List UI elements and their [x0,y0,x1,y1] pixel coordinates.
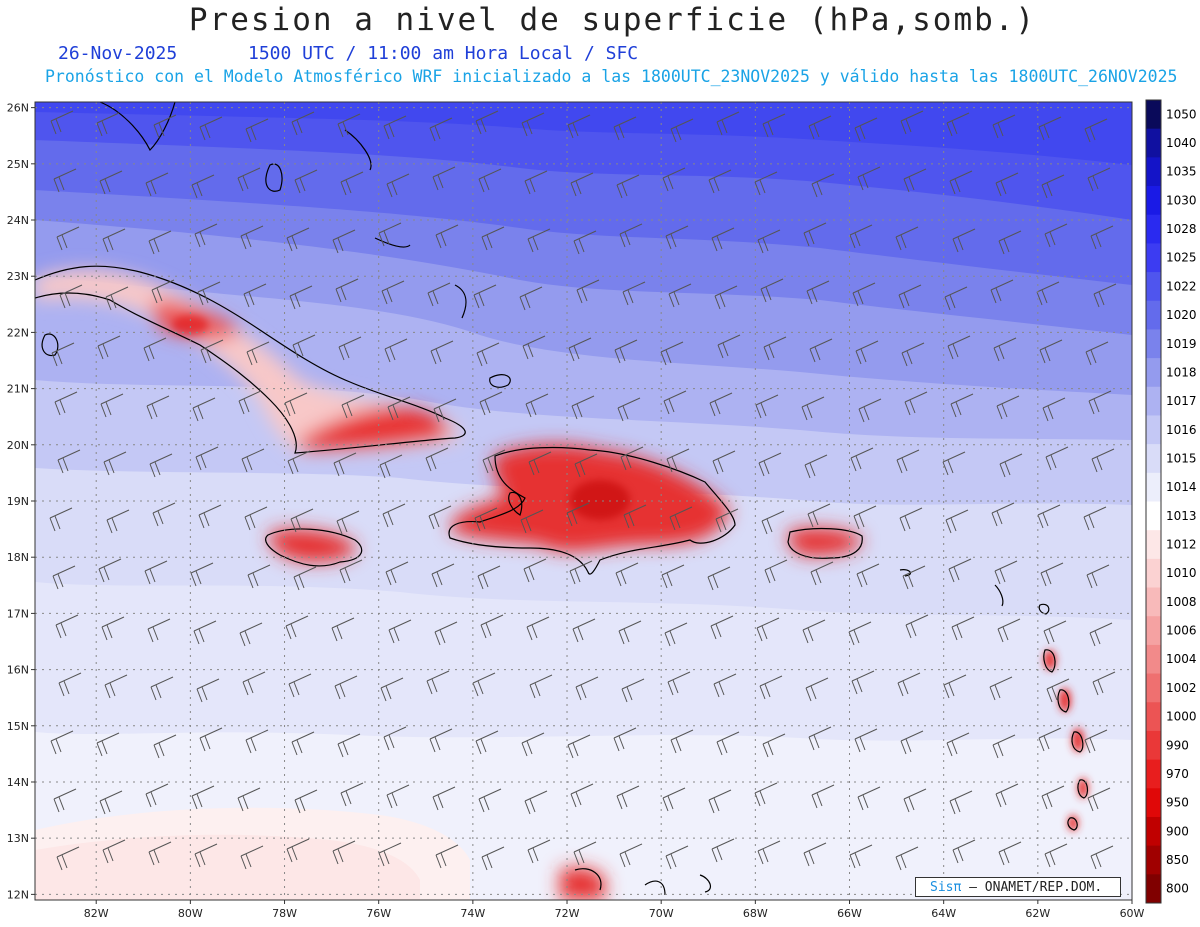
sispi-logo: Sisπ [930,880,962,895]
coastlines [35,102,1089,896]
colorbar-label: 1040 [1166,136,1197,150]
colorbar-swatch [1146,358,1161,388]
colorbar-swatch [1146,788,1161,818]
colorbar-label: 1004 [1166,652,1197,666]
colorbar-label: 1013 [1166,509,1197,523]
forecast-time: 1500 UTC / 11:00 am Hora Local / SFC [248,43,639,64]
colorbar-swatch [1146,845,1161,875]
colorbar-swatch [1146,386,1161,416]
colorbar-swatch [1146,730,1161,761]
colorbar-label: 950 [1166,796,1189,810]
lon-label: 70W [649,907,674,920]
lon-label: 74W [460,907,485,920]
colorbar-swatch [1146,530,1161,560]
lat-label: 19N [7,495,29,508]
lon-label: 80W [178,907,203,920]
lat-label: 14N [7,776,29,789]
lon-label: 78W [272,907,297,920]
colorbar-label: 1030 [1166,193,1197,207]
lat-label: 22N [7,326,29,339]
colorbar-label: 1002 [1166,681,1197,695]
colorbar-label: 800 [1166,882,1189,896]
colorbar-swatch [1146,243,1161,273]
colorbar-swatch [1146,415,1161,445]
colorbar-swatch [1146,616,1161,646]
lon-label: 60W [1120,907,1145,920]
lon-label: 64W [931,907,956,920]
colorbar-label: 1016 [1166,423,1197,437]
lat-label: 21N [7,383,29,396]
colorbar-swatch [1146,329,1161,359]
colorbar-label: 990 [1166,738,1189,752]
colorbar-label: 850 [1166,853,1189,867]
colorbar-label: 1028 [1166,222,1197,236]
colorbar-swatch [1146,759,1161,789]
colorbar-label: 1008 [1166,595,1197,609]
latitude-labels: 26N 25N 24N 23N 22N 21N 20N 19N 18N 17N 16N 15N 14N 1… [7,102,35,901]
colorbar-swatch [1146,300,1161,330]
colorbar-label: 900 [1166,824,1189,838]
lat-label: 26N [7,102,29,115]
lat-label: 16N [7,664,29,677]
colorbar-swatch [1146,816,1161,847]
lat-label: 18N [7,551,29,564]
colorbar-label: 1050 [1166,107,1197,121]
lat-label: 24N [7,214,29,227]
colorbar-swatch [1146,558,1161,589]
colorbar-label: 1014 [1166,480,1197,494]
colorbar-swatch [1146,157,1161,187]
land-heating-lows [35,269,862,900]
colorbar-swatch [1146,100,1161,130]
colorbar-label: 970 [1166,767,1189,781]
colorbar-label: 1012 [1166,538,1197,552]
colorbar-label: 1019 [1166,337,1197,351]
longitude-labels: 82W 80W 78W 76W 74W 72W 70W 68W 66W 64W 62W 60W [84,900,1145,920]
model-description: Pronóstico con el Modelo Atmosférico WRF… [45,67,1178,86]
lat-label: 25N [7,158,29,171]
colorbar-swatch [1146,214,1161,244]
colorbar-label: 1006 [1166,624,1197,638]
lon-label: 82W [84,907,109,920]
forecast-date: 26-Nov-2025 [58,43,178,64]
lon-label: 76W [366,907,391,920]
colorbar-swatch [1146,501,1161,531]
colorbar-swatch [1146,128,1161,158]
pressure-field [35,102,1132,900]
colorbar: 1050 1040 1035 1030 1028 1025 1022 1020 1019 1018… [1145,99,1197,904]
lon-label: 62W [1025,907,1050,920]
colorbar-label: 1022 [1166,279,1197,293]
colorbar-swatch [1146,702,1161,732]
colorbar-swatch [1146,472,1161,502]
colorbar-label: 1010 [1166,566,1197,580]
lon-label: 72W [555,907,580,920]
credit-box: Sisπ – ONAMET/REP.DOM. [915,877,1121,897]
colorbar-label: 1015 [1166,451,1197,465]
colorbar-swatch [1146,673,1161,703]
colorbar-swatch [1146,444,1161,474]
lat-label: 17N [7,607,29,620]
graticule [35,102,1132,900]
wind-barbs [49,110,1117,871]
lat-label: 20N [7,439,29,452]
colorbar-label: 1020 [1166,308,1197,322]
colorbar-label: 1000 [1166,710,1197,724]
colorbar-swatch [1146,644,1161,675]
credit-text: – ONAMET/REP.DOM. [969,880,1103,895]
lon-label: 66W [837,907,862,920]
lat-label: 13N [7,832,29,845]
lat-label: 23N [7,270,29,283]
colorbar-swatch [1146,874,1161,904]
map-title: Presion a nivel de superficie (hPa,somb.… [188,2,1037,38]
lon-label: 68W [743,907,768,920]
colorbar-label: 1017 [1166,394,1197,408]
lat-label: 12N [7,888,29,901]
colorbar-swatch [1146,272,1161,302]
colorbar-swatch [1146,587,1161,617]
colorbar-swatch [1146,186,1161,216]
lat-label: 15N [7,720,29,733]
colorbar-label: 1025 [1166,251,1197,265]
colorbar-label: 1018 [1166,365,1197,379]
colorbar-label: 1035 [1166,165,1197,179]
